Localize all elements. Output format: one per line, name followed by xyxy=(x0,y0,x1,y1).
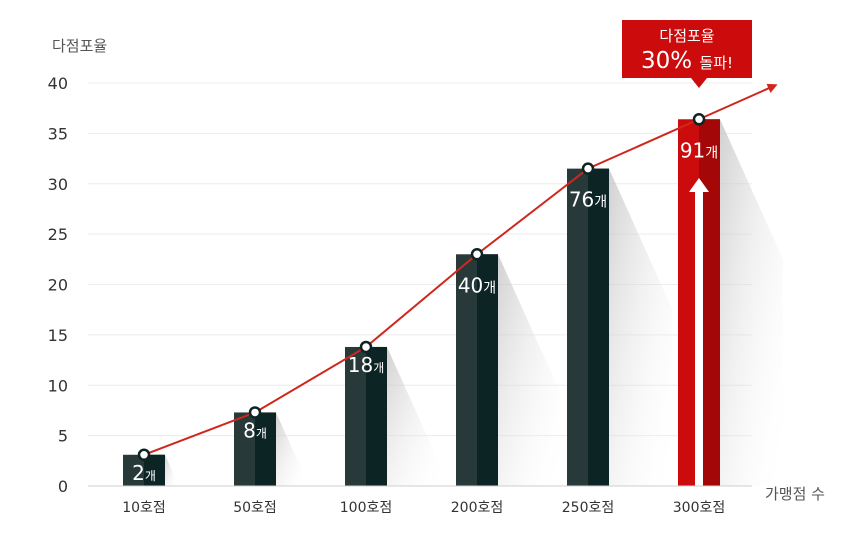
bar-shadow xyxy=(165,454,178,486)
bar-value-number: 91 xyxy=(680,138,705,162)
x-axis-categories: 10호점 50호점 100호점 200호점 250호점 300호점 xyxy=(122,500,725,516)
bar-value-unit: 개 xyxy=(483,280,496,296)
y-tick-label: 30 xyxy=(48,175,68,194)
x-category-label: 250호점 xyxy=(562,500,614,516)
bar-dark-half xyxy=(144,454,165,486)
bar-divider xyxy=(695,192,703,486)
bar-shadow xyxy=(276,412,306,486)
bar-value-unit: 개 xyxy=(256,426,267,440)
y-axis-ticks: 0 5 10 15 20 25 30 35 40 xyxy=(48,74,68,496)
bar-value-number: 2 xyxy=(132,461,145,485)
y-tick-label: 15 xyxy=(48,326,68,345)
trend-point xyxy=(692,113,706,126)
y-tick-label: 10 xyxy=(48,376,68,395)
x-category-label: 50호점 xyxy=(233,500,277,516)
x-category-label: 300호점 xyxy=(673,500,725,516)
bar-value-unit: 개 xyxy=(594,195,607,211)
bar-value-unit: 개 xyxy=(373,361,384,375)
x-category-label: 200호점 xyxy=(451,500,503,516)
bar-shadows xyxy=(165,119,783,487)
bar-value-label: 8개 xyxy=(243,418,267,442)
y-tick-label: 35 xyxy=(48,124,68,143)
callout-line2: 30% 돌파! xyxy=(641,48,733,74)
callout-line1: 다점포율 xyxy=(659,27,714,45)
callout-box xyxy=(622,20,752,78)
bar-shadow xyxy=(387,346,444,486)
bar-value-label: 2개 xyxy=(132,461,156,485)
trend-point xyxy=(137,448,151,462)
bar-shadow xyxy=(720,119,783,487)
bar-dark-half xyxy=(588,168,609,486)
bar-dark-half xyxy=(699,119,720,487)
y-tick-label: 20 xyxy=(48,276,68,295)
y-tick-label: 25 xyxy=(48,225,68,244)
trend-point xyxy=(581,162,595,175)
y-tick-label: 40 xyxy=(48,74,68,93)
trend-point xyxy=(248,406,262,419)
grid-lines xyxy=(88,82,752,437)
bar-value-number: 76 xyxy=(569,188,594,212)
bar-value-label: 18개 xyxy=(348,353,385,377)
trend-point xyxy=(470,248,484,261)
y-axis-title: 다점포율 xyxy=(52,37,107,55)
bar-dark-half xyxy=(366,346,387,486)
trend-line xyxy=(137,83,778,462)
callout-suffix: 돌파! xyxy=(699,54,733,72)
callout-badge: 다점포율 30% 돌파! xyxy=(622,20,752,88)
bar-value-label: 91개 xyxy=(680,138,718,162)
bar-value-number: 8 xyxy=(243,418,256,442)
bar-value-number: 40 xyxy=(458,273,483,297)
bar-shadow xyxy=(498,254,561,486)
callout-percent: 30% xyxy=(641,48,699,74)
bar-dark-half xyxy=(255,412,276,486)
y-tick-label: 5 xyxy=(58,427,68,446)
x-category-label: 10호점 xyxy=(122,500,166,516)
up-arrow-icon xyxy=(689,178,709,192)
y-tick-label: 0 xyxy=(58,477,68,496)
callout-pointer xyxy=(691,78,707,88)
trend-point xyxy=(359,340,373,354)
x-category-label: 100호점 xyxy=(340,500,392,516)
x-axis-title: 가맹점 수 xyxy=(765,485,825,503)
bar-value-label: 40개 xyxy=(458,273,496,297)
bars xyxy=(123,119,720,487)
bar-shadow xyxy=(609,168,672,486)
bar-value-label: 76개 xyxy=(569,188,607,212)
bar-value-unit: 개 xyxy=(705,145,718,161)
bar-value-unit: 개 xyxy=(145,469,156,483)
bar-value-number: 18 xyxy=(348,353,373,377)
bar-dark-half xyxy=(477,254,498,486)
